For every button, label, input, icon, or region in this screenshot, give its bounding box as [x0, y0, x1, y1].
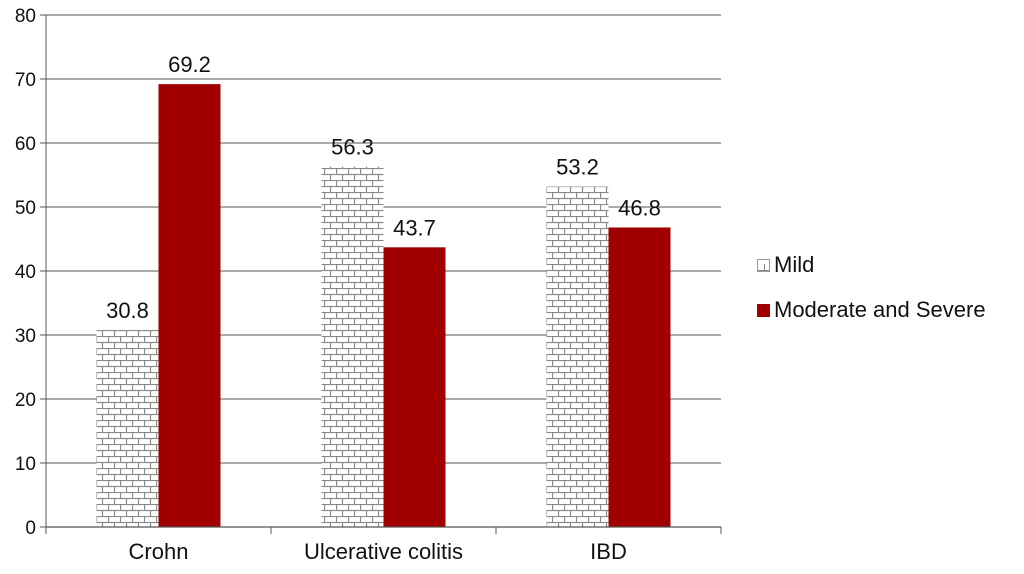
y-tick-label: 10 [15, 454, 36, 475]
data-label: 43.7 [393, 215, 436, 240]
data-label: 69.2 [168, 52, 211, 77]
y-tick-label: 30 [15, 326, 36, 347]
data-label: 46.8 [618, 195, 661, 220]
chart-legend: Mild Moderate and Severe [757, 250, 986, 340]
legend-swatch-mild [757, 258, 770, 272]
data-label: 56.3 [331, 135, 374, 160]
data-label: 53.2 [556, 155, 599, 180]
y-tick-label: 40 [15, 262, 36, 283]
data-label: 30.8 [106, 298, 149, 323]
y-tick-label: 50 [15, 198, 36, 219]
bar-mild [546, 186, 609, 527]
x-tick-label: IBD [590, 539, 627, 564]
x-tick-label: Crohn [129, 539, 189, 564]
y-tick-label: 80 [15, 6, 36, 27]
bar-moderate-severe [158, 84, 221, 528]
y-tick-label: 60 [15, 134, 36, 155]
legend-item-moderate-severe: Moderate and Severe [757, 295, 986, 325]
bar-moderate-severe [608, 227, 671, 528]
bar-mild [96, 329, 159, 527]
y-tick-label: 20 [15, 390, 36, 411]
legend-item-mild: Mild [757, 250, 986, 280]
y-tick-label: 70 [15, 70, 36, 91]
bar-moderate-severe [383, 247, 446, 527]
y-tick-label: 0 [25, 518, 36, 539]
legend-label-mild: Mild [774, 252, 815, 277]
x-tick-label: Ulcerative colitis [304, 539, 463, 564]
legend-label-moderate-severe: Moderate and Severe [774, 297, 986, 322]
bar-mild [321, 166, 384, 527]
legend-swatch-moderate-severe [757, 303, 770, 317]
